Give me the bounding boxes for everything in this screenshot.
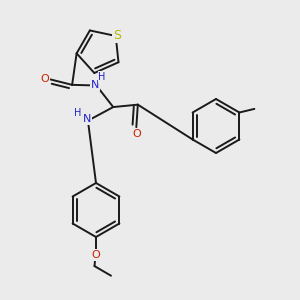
Text: O: O [92, 250, 100, 260]
Text: N: N [90, 80, 99, 91]
Text: O: O [40, 74, 49, 84]
Text: O: O [132, 129, 141, 139]
Text: H: H [98, 72, 106, 82]
Text: N: N [83, 114, 92, 124]
Text: S: S [113, 29, 121, 42]
Text: H: H [74, 108, 81, 118]
